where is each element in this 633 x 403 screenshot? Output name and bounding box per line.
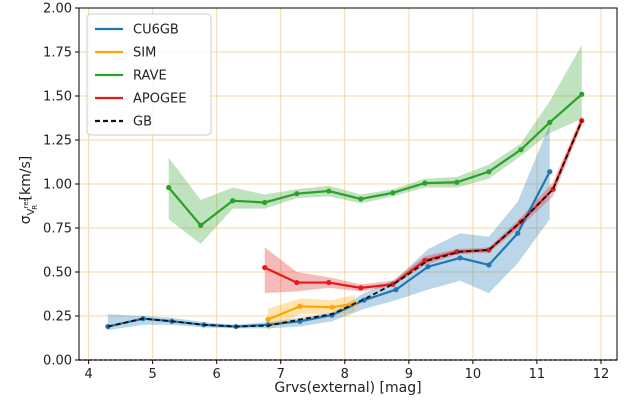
legend-label: RAVE (133, 69, 167, 84)
legend-box (86, 13, 212, 136)
cu6gb-band (107, 124, 550, 331)
y-tick-label: 0.50 (43, 266, 72, 281)
x-tick-label: 12 (593, 367, 610, 382)
rave-point (198, 222, 204, 228)
apogee-point (454, 249, 460, 255)
x-tick-label: 10 (465, 367, 482, 382)
axes: 4 5 6 7 8 9 10 11 12 0.00 0.25 0.50 0.75 1.00 1.25 1.50… (43, 2, 618, 382)
y-tick-label: 1.50 (43, 90, 72, 105)
y-tick-label: 1.00 (43, 178, 72, 193)
apogee-point (294, 279, 300, 286)
y-tick-label: 1.75 (43, 46, 72, 61)
cu6gb-point (515, 230, 521, 236)
rave-point (294, 191, 300, 197)
cu6gb-point (457, 255, 463, 261)
rave-point (579, 91, 585, 97)
gb-line (107, 120, 583, 328)
y-label-subsub: res (22, 197, 30, 208)
cu6gb-point (547, 169, 553, 175)
x-tick-label: 4 (84, 367, 92, 382)
rave-point (230, 198, 236, 204)
apogee-point (422, 257, 428, 264)
rave-line (167, 93, 583, 227)
rave-point (454, 179, 460, 185)
rave-point (486, 169, 492, 175)
x-tick-label: 7 (277, 367, 285, 382)
rave-band (168, 44, 582, 244)
legend-label: CU6GB (133, 23, 179, 38)
apogee-point (326, 279, 332, 286)
cu6gb-point (425, 264, 431, 270)
rave-point (262, 199, 268, 206)
y-tick-label: 0.75 (43, 222, 72, 237)
x-tick-label: 8 (341, 367, 349, 382)
y-axis-label: σVresR [km/s] (18, 156, 39, 224)
x-tick-label: 6 (213, 367, 221, 382)
y-tick-label: 2.00 (43, 2, 72, 17)
legend-label: APOGEE (133, 92, 186, 107)
svg-text:σVresR [km/s]: σVresR [km/s] (18, 156, 39, 224)
error-bands (107, 44, 582, 331)
x-tick-label: 5 (149, 367, 157, 382)
y-tick-label: 0.25 (43, 310, 72, 325)
y-label-sub: V (26, 208, 37, 215)
sim-band (267, 294, 355, 331)
series-lines (79, 91, 617, 361)
rave-point (547, 119, 553, 125)
legend-label: SIM (133, 46, 156, 61)
cu6gb-point (393, 287, 399, 293)
cu6gb-point (361, 297, 367, 303)
y-label-subsub2: R (31, 205, 39, 210)
rave-point (358, 196, 364, 202)
cu6gb-point (486, 262, 492, 268)
apogee-point (358, 285, 364, 291)
apogee-point (262, 265, 268, 271)
sim-point (265, 316, 271, 323)
rave-point (390, 190, 396, 196)
rave-point (422, 180, 428, 186)
legend: CU6GB SIM RAVE APOGEE GB (86, 13, 212, 136)
sim-point (297, 303, 303, 309)
y-tick-label: 1.25 (43, 134, 72, 149)
rave-point (326, 188, 332, 194)
x-tick-label: 9 (405, 367, 413, 382)
rave-point (166, 184, 172, 191)
y-tick-label: 0.00 (43, 354, 72, 369)
y-label-unit: [km/s] (18, 156, 34, 205)
x-axis-label: Grvs(external) [mag] (274, 380, 421, 396)
x-tick-label: 11 (529, 367, 546, 382)
y-label-sigma: σ (18, 215, 34, 224)
sim-line (267, 302, 355, 321)
sim-point (329, 304, 335, 310)
apogee-band (264, 115, 582, 294)
rave-point (518, 147, 524, 153)
legend-label: GB (133, 115, 152, 130)
